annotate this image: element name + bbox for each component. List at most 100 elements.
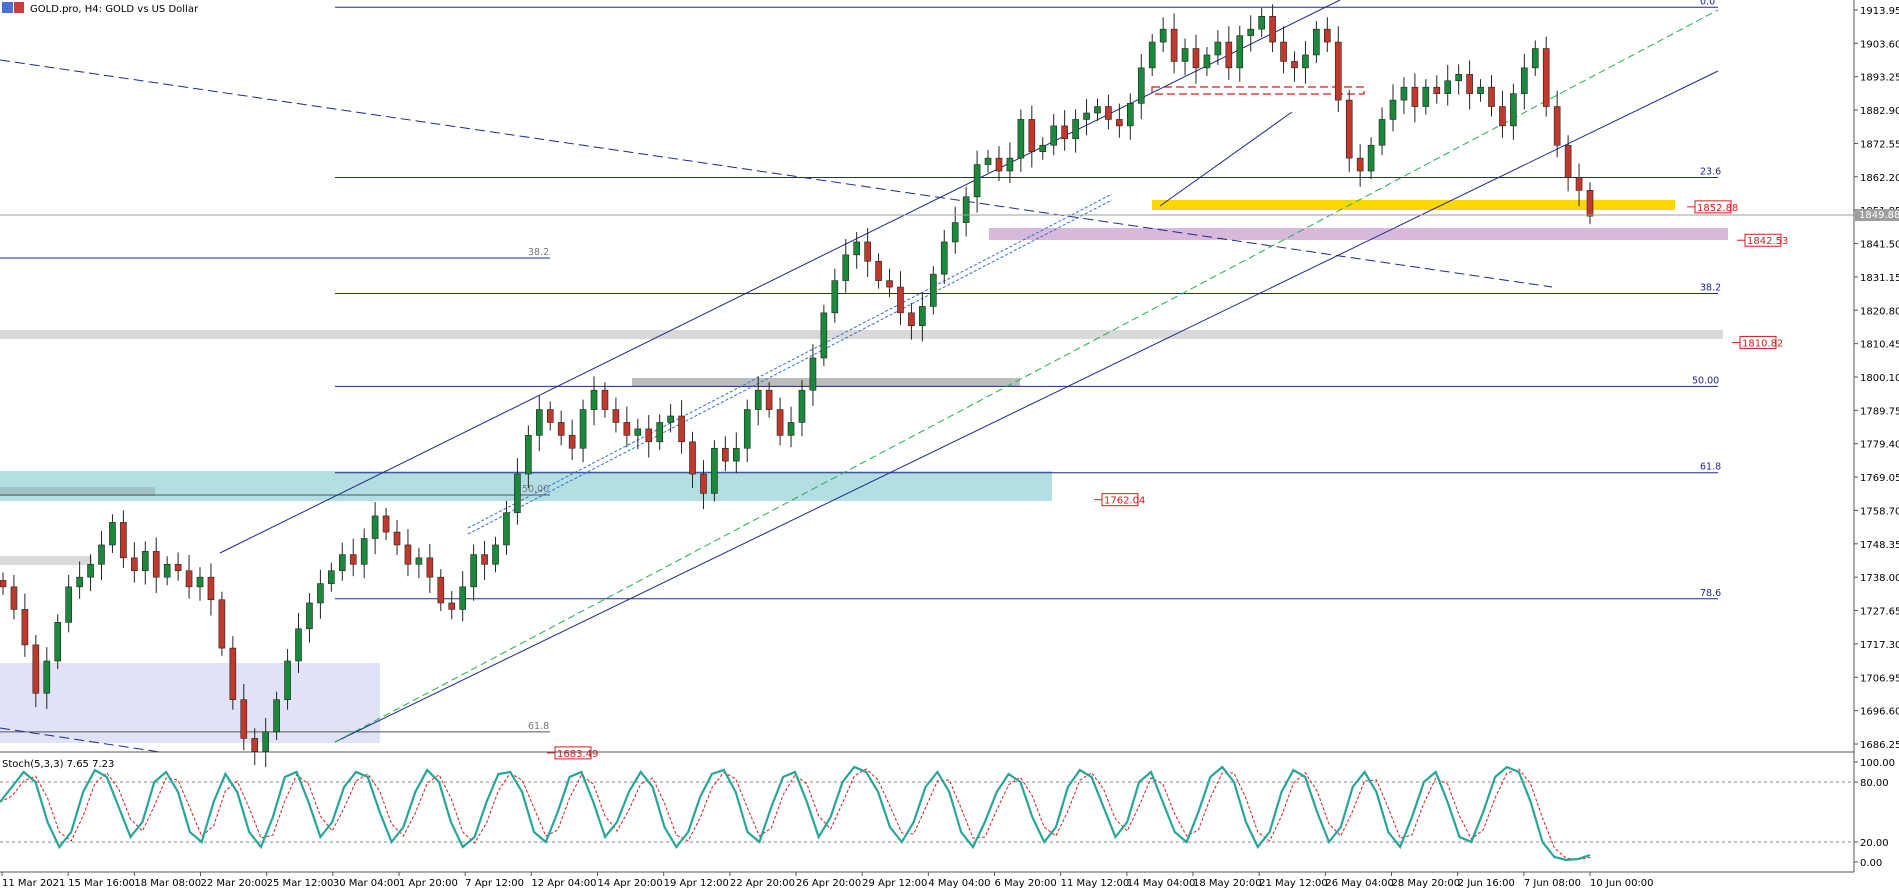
candle (645, 415, 653, 458)
candle (940, 230, 948, 285)
stochastic-pane: 100.00 80.00 20.00 0.00 (0, 758, 1895, 869)
candle (984, 150, 992, 173)
time-tick-label: 26 Apr 20:00 (796, 878, 861, 889)
candle (404, 529, 412, 577)
candle (437, 569, 445, 612)
candle (0, 572, 7, 595)
dotted-channel-b (467, 193, 1113, 529)
time-tick-label: 28 May 20:00 (1392, 878, 1461, 889)
candle (1400, 77, 1408, 114)
candle (634, 418, 642, 450)
price-tick-label: 1831.15 (1860, 273, 1899, 284)
candle (787, 406, 795, 448)
time-tick-label: 2 Jun 16:00 (1458, 878, 1515, 889)
candle (163, 556, 171, 586)
candle (1247, 15, 1255, 52)
candle (141, 541, 149, 585)
price-tag-value: 1852.88 (1697, 203, 1738, 214)
candle (1586, 182, 1594, 225)
stoch-tick-label: 20.00 (1860, 838, 1889, 849)
time-tick-label: 18 Mar 08:00 (134, 878, 201, 889)
stoch-tick-label: 0.00 (1860, 858, 1882, 869)
candle (360, 528, 368, 579)
candle (897, 271, 904, 325)
candle (1564, 135, 1572, 192)
price-tick-label: 1758.70 (1860, 506, 1899, 517)
candle (459, 571, 466, 622)
candle (76, 561, 83, 599)
fib-level-label: 61.8 (528, 721, 549, 732)
candle (1203, 46, 1211, 76)
stoch-signal-line (0, 768, 1591, 861)
candle (732, 432, 740, 474)
candle (1236, 25, 1244, 82)
candle (382, 507, 390, 541)
candle (1324, 17, 1331, 53)
candle (470, 544, 477, 601)
channel-lower (334, 70, 1719, 743)
candle (481, 540, 488, 581)
fib-level-label: 78.6 (1700, 588, 1721, 599)
candle (1356, 144, 1364, 187)
candle (196, 567, 204, 601)
candle (21, 593, 29, 657)
candle (98, 531, 105, 581)
price-tick-label: 1738.00 (1860, 573, 1899, 584)
candle (10, 574, 18, 620)
candle (1466, 60, 1473, 110)
candle (65, 574, 72, 633)
candle (973, 150, 981, 213)
gray-zone-810 (0, 330, 1723, 339)
candle (546, 401, 554, 431)
candle (284, 649, 291, 710)
candle (809, 344, 817, 407)
price-tag: 1683.49 (547, 746, 598, 760)
price-tag: 1842.53 (1737, 233, 1788, 247)
candle (1477, 79, 1484, 102)
candle (930, 266, 937, 315)
price-tick-label: 1727.65 (1860, 607, 1899, 618)
candle (1378, 107, 1386, 156)
candle (371, 502, 379, 555)
candle (557, 410, 565, 446)
candle (1345, 90, 1353, 172)
price-tick-label: 1800.10 (1860, 373, 1899, 384)
candle (1280, 26, 1287, 74)
candle (590, 376, 598, 426)
candle (1105, 94, 1112, 130)
time-tick-label: 19 Apr 12:00 (664, 878, 729, 889)
price-tick-label: 1748.35 (1860, 540, 1899, 551)
dotted-channel-a (467, 199, 1113, 535)
time-tick-label: 11 Mar 2021 (2, 878, 65, 889)
price-tag-value: 1683.49 (557, 749, 598, 760)
candle (798, 380, 806, 437)
fib-level-label: 50.00 (1692, 375, 1719, 386)
price-tick-label: 1779.40 (1860, 440, 1899, 451)
price-tick-label: 1893.25 (1860, 73, 1899, 84)
candle (1017, 109, 1025, 172)
time-tick-label: 1 Apr 20:00 (399, 878, 458, 889)
candle (514, 458, 521, 525)
candle (393, 520, 401, 555)
time-tick-label: 10 Jun 00:00 (1590, 878, 1654, 889)
candle (1214, 30, 1222, 65)
candle (415, 547, 423, 579)
candle (1039, 137, 1047, 160)
candle (623, 406, 631, 448)
fib-level-label: 38.2 (1700, 283, 1721, 294)
descending-trendline-low (0, 727, 161, 753)
candle (667, 404, 674, 433)
price-axis: 1913.95 1903.60 1893.25 1882.90 1872.55 1862.… (1854, 6, 1899, 751)
candle (1050, 113, 1058, 156)
candle (1542, 36, 1550, 117)
stoch-main-line (0, 765, 1591, 862)
time-tick-label: 7 Jun 08:00 (1524, 878, 1581, 889)
fib-level-label: 23.6 (1700, 166, 1721, 177)
candle (689, 431, 696, 488)
candle (1006, 142, 1014, 183)
candle (886, 268, 893, 298)
fib-level-label: 38.2 (528, 247, 549, 258)
candle (185, 554, 193, 599)
candle (678, 400, 685, 454)
